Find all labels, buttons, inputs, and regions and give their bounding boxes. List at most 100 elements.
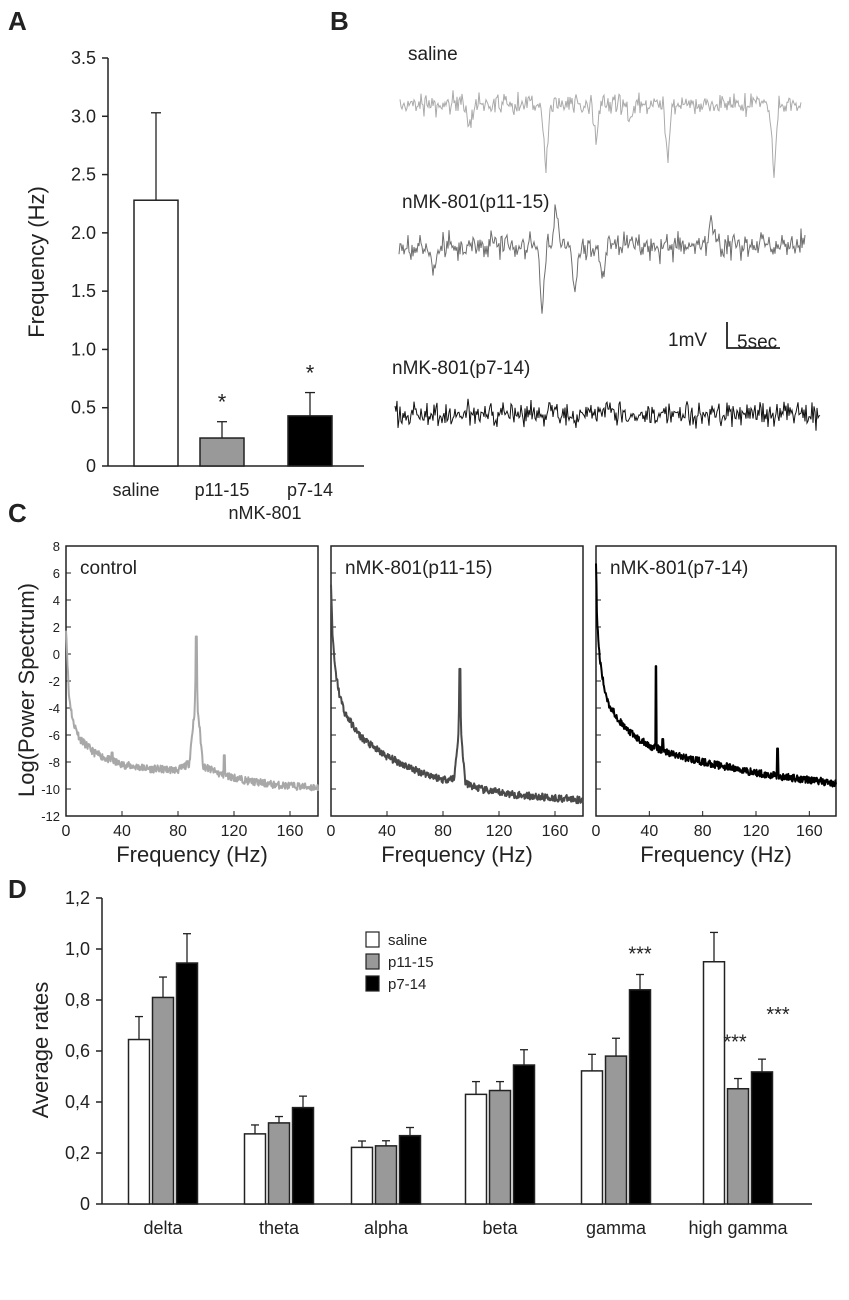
panel-d-x-label-alpha: alpha [364,1218,409,1238]
panel-c-x-tick-label: 80 [434,823,452,840]
panel-d-y-tick-label: 0,8 [65,990,90,1010]
panel-d-bar-beta-p7-14 [512,1064,536,1205]
panel-a-y-tick-label: 1.0 [71,339,96,359]
panel-d-x-label-theta: theta [259,1218,300,1238]
panel-d-bar-alpha-p11-15 [374,1145,398,1205]
panel-c-x-tick-label: 160 [277,823,304,840]
panel-d-bar-gamma-saline [580,1070,604,1205]
panel-c-x-tick-label: 120 [743,823,770,840]
panel-d-bar-theta-p11-15 [267,1122,291,1205]
panel-d-bar-delta-p7-14 [175,962,199,1205]
panel-d-x-label-delta: delta [143,1218,183,1238]
panel-c-title: control [80,558,137,579]
scale-bar-voltage-label: 1mV [668,330,707,351]
panel-c-x-label: Frequency (Hz) [640,842,792,867]
panel-a-y-tick-label: 2.5 [71,165,96,185]
panel-d-bar-theta-p7-14 [291,1106,315,1205]
panel-a-y-tick-label: 2.0 [71,223,96,243]
panel-d-bar-high-gamma-p11-15 [726,1087,750,1205]
panel-c-y-tick-label: 2 [53,620,60,635]
panel-d-y-tick-label: 1,0 [65,939,90,959]
panel-c-y-tick-label: -4 [48,701,60,716]
panel-a-significance-mark: * [218,390,227,415]
panel-d-y-tick-label: 0,2 [65,1143,90,1163]
legend-swatch-p7-14 [365,975,380,992]
panel-d-letter: D [8,874,27,904]
trace-label-p7-14: nMK-801(p7-14) [392,358,530,379]
panel-d-y-tick-label: 0 [80,1194,90,1214]
panel-a-bar-p11-15 [199,437,245,467]
panel-d-significance-mark: *** [723,1032,747,1054]
trace-label-saline: saline [408,44,458,65]
panel-c-y-tick-label: 0 [53,647,60,662]
legend-label-saline: saline [388,932,427,949]
panel-c-x-tick-label: 120 [486,823,513,840]
panel-c-x-tick-label: 40 [113,823,131,840]
panel-d-x-label-gamma: gamma [586,1218,647,1238]
panel-c-y-tick-label: -12 [41,809,60,824]
panel-c-title: nMK-801(p7-14) [610,558,748,579]
panel-c-y-tick-label: -2 [48,674,60,689]
panel-a-significance-mark: * [306,361,315,386]
panel-c-spectrum-2: 0 40 80 120 160 Frequency (Hz) nMK-801(p11-15) [327,545,584,867]
panel-c-x-label: Frequency (Hz) [381,842,533,867]
panel-c-x-tick-label: 120 [221,823,248,840]
panel-c-plot-frame [595,545,837,817]
panel-a-x-label-p11-15: p11-15 [195,480,250,500]
panel-a-letter: A [8,6,27,36]
legend-swatch-p11-15 [365,953,380,970]
panel-c-letter: C [8,498,27,528]
panel-a-y-tick-label: 0 [86,456,96,476]
panel-d-bar-delta-p11-15 [151,996,175,1205]
panel-a-y-tick-label: 3.5 [71,48,96,68]
panel-d-legend: saline p11-15 p7-14 [365,931,434,993]
panel-c-spectrum-line [65,630,319,792]
panel-d-significance-mark: *** [628,944,652,966]
panel-a-group-label: nMK-801 [228,503,301,523]
trace-p11-15 [398,204,806,314]
panel-d-bar-high-gamma-p7-14 [750,1071,774,1205]
panel-d-y-label: Average rates [28,982,53,1119]
panel-c-x-tick-label: 0 [62,823,71,840]
panel-c-y-label: Log(Power Spectrum) [14,583,39,797]
panel-c-y-tick-label: 8 [53,539,60,554]
scale-bar [726,322,780,349]
panel-b-traces: saline nMK-801(p11-15) nMK-801(p7-14) 1m… [392,44,821,431]
panel-c-x-tick-label: 160 [796,823,823,840]
panel-b-letter: B [330,6,349,36]
legend-label-p11-15: p11-15 [388,954,434,971]
panel-d-y-tick-label: 0,6 [65,1041,90,1061]
trace-label-p11-15: nMK-801(p11-15) [402,192,550,213]
panel-c-x-tick-label: 40 [640,823,658,840]
panel-c-title: nMK-801(p11-15) [345,558,493,579]
panel-a-y-label: Frequency (Hz) [24,186,49,338]
trace-saline [399,90,802,178]
scale-bar-time-label: 5sec [737,332,777,353]
panel-d-x-label-beta: beta [482,1218,518,1238]
panel-a-bar-p7-14 [287,415,333,467]
panel-a-y-tick-label: 0.5 [71,398,96,418]
panel-d-bar-high-gamma-saline [702,961,726,1205]
panel-a-bar-chart: 0 0.5 1.0 1.5 2.0 2.5 3.0 3.5 * * Frequency (Hz)… [24,48,364,523]
panel-c-x-tick-label: 0 [592,823,601,840]
panel-c-y-tick-label: -8 [48,755,60,770]
panel-c-x-tick-label: 0 [327,823,336,840]
legend-swatch-saline [365,931,380,948]
panel-d-y-tick-label: 1,2 [65,888,90,908]
panel-c-x-label: Frequency (Hz) [116,842,268,867]
panel-c-plot-frame [65,545,319,817]
panel-c-y-tick-label: -6 [48,728,60,743]
panel-d-bar-alpha-p7-14 [398,1134,422,1205]
panel-d-bar-chart: Average rates 0 0,2 0,4 0,6 0,8 1,0 1,2 delta t… [28,888,812,1238]
panel-a-bar-saline [133,199,179,467]
panel-d-bar-gamma-p11-15 [604,1055,628,1205]
panel-d-y-tick-label: 0,4 [65,1092,90,1112]
panel-c-y-tick-label: 6 [53,566,60,581]
panel-a-y-tick-label: 1.5 [71,281,96,301]
panel-d-bar-gamma-p7-14 [628,989,652,1205]
panel-a-x-label-saline: saline [112,480,159,500]
panel-a-x-label-p7-14: p7-14 [287,480,333,500]
panel-c-y-tick-label: -10 [41,782,60,797]
